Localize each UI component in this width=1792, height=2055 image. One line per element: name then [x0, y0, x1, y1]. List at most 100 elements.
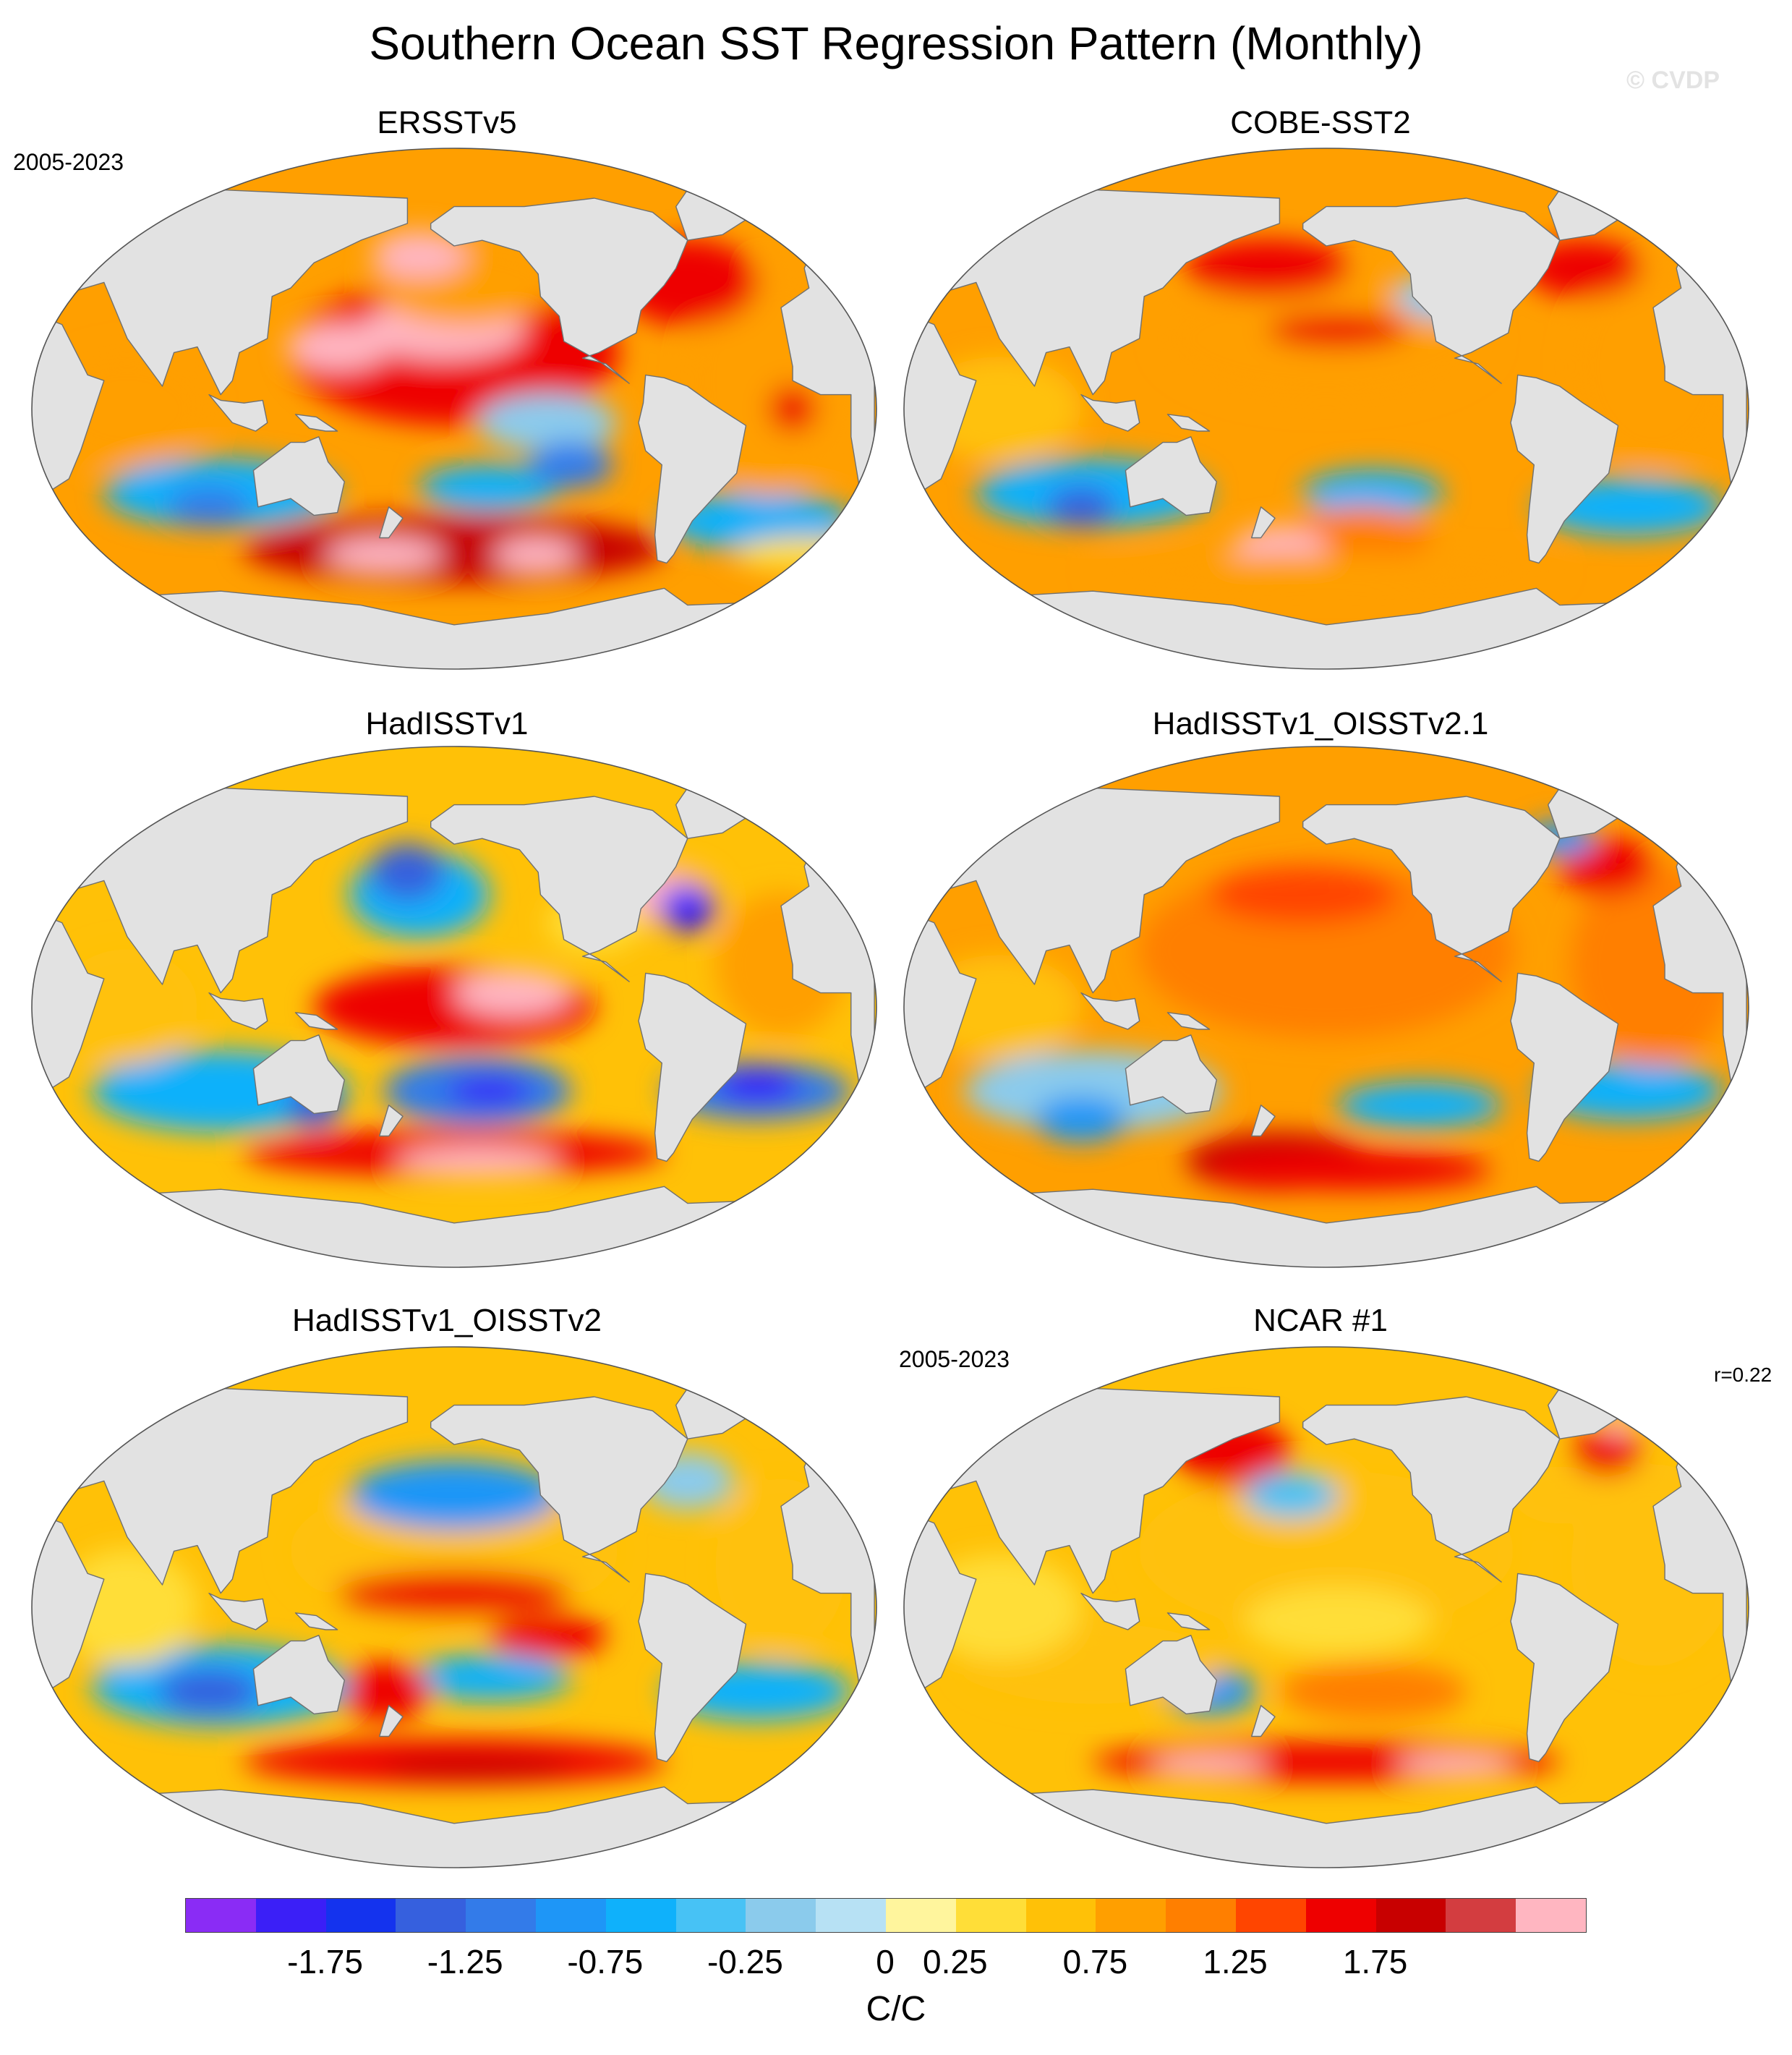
- period-label-ersstv5: 2005-2023: [13, 149, 124, 175]
- anomaly-region: [337, 1662, 432, 1721]
- colorbar-tick-label: -0.75: [567, 1943, 644, 1980]
- colorbar-swatch: [955, 1899, 1026, 1932]
- panel-title-hadisstv1: HadISSTv1: [365, 706, 529, 741]
- anomaly-region: [1559, 838, 1654, 895]
- map-border: [31, 746, 877, 1268]
- anomaly-region: [325, 537, 443, 572]
- anomaly-region: [157, 1668, 261, 1715]
- colorbar-swatch: [816, 1899, 886, 1932]
- map-border: [903, 1346, 1749, 1868]
- landmass-south-america: [1510, 1573, 1619, 1763]
- landmass-south-america: [638, 972, 747, 1162]
- anomaly-region: [1267, 312, 1409, 348]
- landmass-australia: [1125, 436, 1217, 516]
- anomaly-region: [1337, 1081, 1502, 1128]
- figure-title: Southern Ocean SST Regression Pattern (M…: [369, 17, 1423, 69]
- colorbar-units: C/C: [866, 1990, 926, 2028]
- map-hadisstv1-oisstv2-1: [903, 746, 1749, 1268]
- landmass-greenland: [1548, 1377, 1654, 1439]
- anomaly-region: [1279, 1662, 1467, 1721]
- map-border: [903, 148, 1749, 670]
- anomaly-region: [1302, 469, 1443, 516]
- anomaly-region: [419, 464, 560, 511]
- anomaly-region: [1091, 554, 1561, 589]
- landmass-australia: [252, 436, 345, 516]
- landmass-new-zealand: [379, 1705, 404, 1737]
- landmass-north-america: [1302, 796, 1561, 982]
- landmass-australia: [1125, 1635, 1217, 1715]
- colorbar-swatch: [396, 1899, 466, 1932]
- colorbar-swatch: [325, 1899, 396, 1932]
- panel-title-hadisstv1-oisstv2: HadISSTv1_OISSTv2: [292, 1303, 602, 1338]
- anomaly-region: [336, 1570, 572, 1617]
- anomaly-region: [1396, 1753, 1514, 1777]
- colorbar-tick-label: 1.75: [1342, 1943, 1408, 1980]
- landmass-greenland: [675, 1377, 782, 1439]
- anomaly-region: [383, 1756, 572, 1779]
- colorbar-swatch: [746, 1899, 816, 1932]
- anomaly-region: [447, 1076, 532, 1106]
- landmass-indonesia: [1080, 992, 1140, 1030]
- landmass-new-guinea: [294, 1612, 338, 1630]
- anomaly-region: [715, 1068, 801, 1103]
- landmass-australia: [252, 1034, 345, 1115]
- anomaly-region: [1571, 1429, 1642, 1476]
- landmass-indonesia: [208, 1592, 268, 1630]
- map-cobe-sst2: [903, 148, 1749, 670]
- colorbar-swatch: [605, 1899, 676, 1932]
- colorbar-tick-label: -1.25: [427, 1943, 503, 1980]
- colorbar-swatch: [1025, 1899, 1096, 1932]
- anomaly-region: [477, 393, 618, 452]
- landmass-south-america: [1510, 374, 1619, 564]
- landmass-new-zealand: [1251, 506, 1276, 539]
- landmass-australia: [252, 1635, 345, 1715]
- panel-title-ncar-1: NCAR #1: [1253, 1303, 1388, 1338]
- panel-title-cobe-sst2: COBE-SST2: [1230, 105, 1411, 140]
- colorbar-swatch: [1516, 1899, 1586, 1932]
- landmass-new-guinea: [1166, 414, 1211, 432]
- anomaly-region: [769, 386, 816, 432]
- colorbar-swatch: [466, 1899, 536, 1932]
- colorbar-swatch: [1375, 1899, 1446, 1932]
- panel-title-hadisstv1-oisstv2-1: HadISSTv1_OISSTv2.1: [1152, 706, 1489, 741]
- anomaly-region: [286, 323, 389, 370]
- landmass-indonesia: [1080, 393, 1140, 432]
- panel-title-ersstv5: ERSSTv5: [377, 105, 517, 140]
- anomaly-region: [1046, 486, 1117, 527]
- landmass-indonesia: [208, 393, 268, 432]
- landmass-new-guinea: [294, 1012, 338, 1030]
- anomaly-region: [1151, 1753, 1268, 1777]
- colorbar-swatch: [186, 1899, 256, 1932]
- colorbar-swatch: [255, 1899, 326, 1932]
- anomaly-region: [370, 843, 445, 901]
- map-ncar-1: [903, 1346, 1749, 1868]
- colorbar-tick-label: -0.25: [707, 1943, 783, 1980]
- landmass-south-america: [638, 1573, 747, 1763]
- colorbar-tick-label: 0.25: [923, 1943, 988, 1980]
- anomaly-region: [489, 1612, 607, 1659]
- landmass-new-zealand: [379, 506, 404, 539]
- landmass-north-america: [1302, 1396, 1561, 1583]
- landmass-greenland: [675, 776, 782, 839]
- period-label-ncar-1: 2005-2023: [899, 1346, 1010, 1372]
- anomaly-region: [1185, 239, 1350, 297]
- colorbar-swatch: [1096, 1899, 1166, 1932]
- landmass-greenland: [675, 178, 782, 241]
- anomaly-region: [659, 885, 716, 932]
- colorbar-tick-label: 0: [876, 1943, 895, 1980]
- anomaly-region: [1138, 1470, 1514, 1633]
- landmass-north-america: [430, 796, 688, 982]
- colorbar-tick-label: 1.25: [1203, 1943, 1268, 1980]
- colorbar-swatch: [675, 1899, 746, 1932]
- colorbar-swatch: [535, 1899, 606, 1932]
- cvdp-watermark: © CVDP: [1626, 67, 1720, 94]
- anomaly-region: [1244, 1586, 1432, 1656]
- map-hadisstv1-oisstv2: [31, 1346, 877, 1868]
- landmass-new-zealand: [1251, 1705, 1276, 1737]
- anomaly-region: [493, 537, 579, 572]
- anomaly-region: [372, 231, 466, 278]
- colorbar-swatch: [1235, 1899, 1306, 1932]
- anomaly-region: [243, 514, 665, 584]
- landmass-new-guinea: [1166, 1612, 1211, 1630]
- colorbar-swatch: [885, 1899, 956, 1932]
